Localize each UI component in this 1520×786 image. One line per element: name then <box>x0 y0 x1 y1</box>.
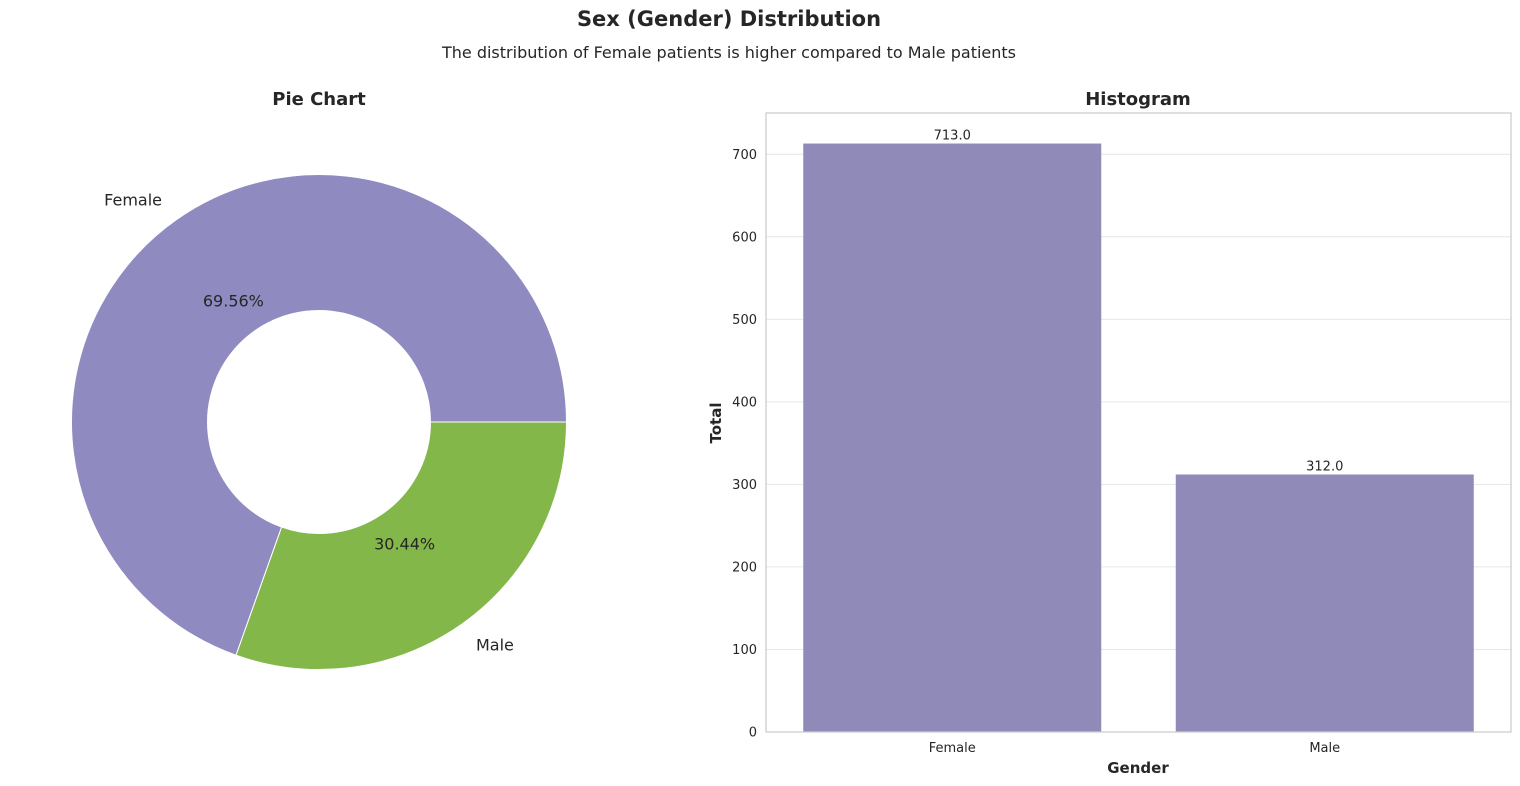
pie-label-male: Male <box>476 635 514 654</box>
pie-slices <box>71 174 568 670</box>
pie-chart-panel: Pie Chart Female 69.56% Male 30.44% <box>71 89 568 670</box>
x-axis-label: Gender <box>1107 759 1169 777</box>
histogram-value-labels: 713.0 312.0 <box>934 129 1344 475</box>
y-axis-label: Total <box>707 403 725 444</box>
x-tick-label-female: Female <box>929 741 976 756</box>
y-tick-label-300: 300 <box>732 478 757 493</box>
x-tick-label-male: Male <box>1309 741 1340 756</box>
histogram-title: Histogram <box>1085 89 1191 110</box>
histogram-x-ticks: Female Male <box>929 741 1340 756</box>
y-tick-label-600: 600 <box>732 230 757 245</box>
pie-percent-male: 30.44% <box>374 534 435 553</box>
y-tick-label-100: 100 <box>732 643 757 658</box>
histogram-panel: Histogram 0 100 200 300 400 500 600 700 Female M… <box>707 89 1512 777</box>
pie-chart-title: Pie Chart <box>272 89 366 110</box>
pie-label-female: Female <box>104 191 162 210</box>
y-tick-label-0: 0 <box>749 726 757 741</box>
histogram-y-ticks: 0 100 200 300 400 500 600 700 <box>732 148 757 741</box>
y-tick-label-400: 400 <box>732 395 757 410</box>
figure-title: Sex (Gender) Distribution <box>577 7 881 31</box>
bar-female <box>803 143 1102 732</box>
pie-percent-female: 69.56% <box>203 292 264 311</box>
bar-male <box>1175 474 1474 732</box>
bar-value-label-female: 713.0 <box>934 129 971 144</box>
y-tick-label-500: 500 <box>732 313 757 328</box>
y-tick-label-700: 700 <box>732 148 757 163</box>
y-tick-label-200: 200 <box>732 560 757 575</box>
histogram-bars <box>803 143 1474 732</box>
axes-frame <box>765 112 1512 733</box>
pie-slice-male <box>235 421 568 670</box>
histogram-axes-frame <box>765 112 1512 733</box>
pie-labels: Female 69.56% Male 30.44% <box>104 191 514 655</box>
figure-subtitle: The distribution of Female patients is h… <box>441 43 1016 62</box>
pie-slice-female <box>71 174 568 656</box>
bar-value-label-male: 312.0 <box>1306 459 1343 474</box>
